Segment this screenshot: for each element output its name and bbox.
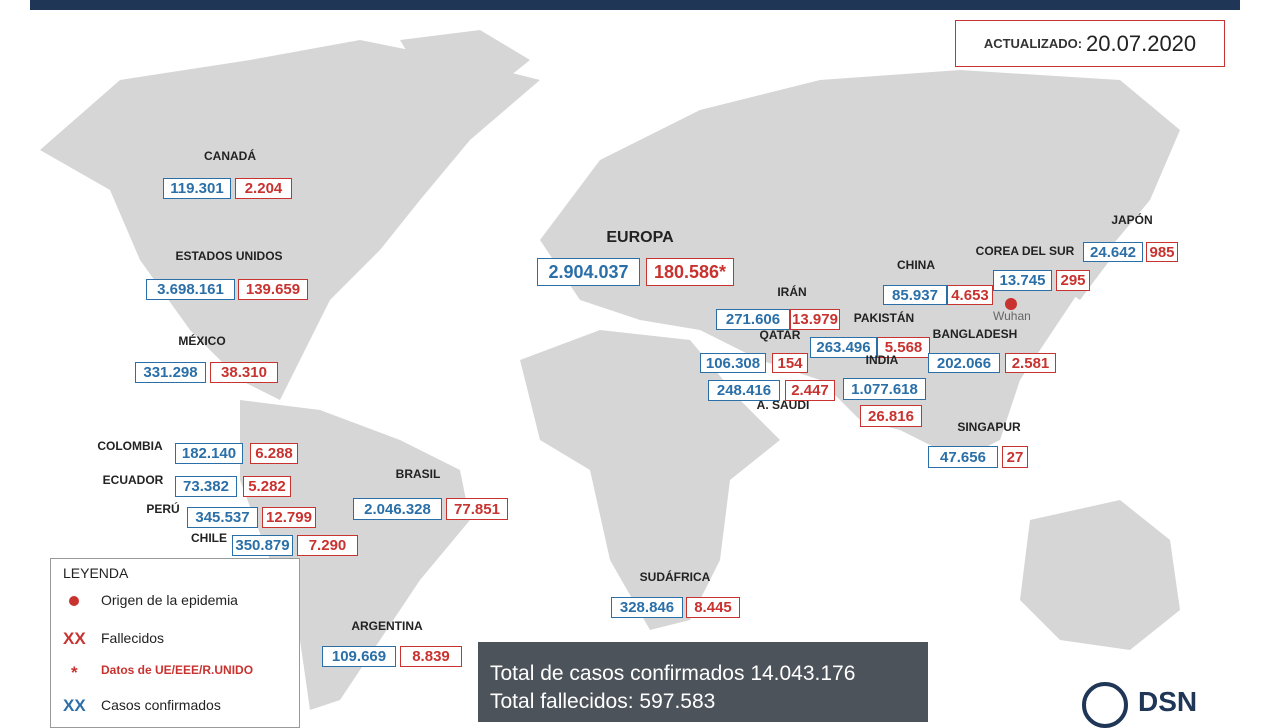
logo-text: DSN [1138,686,1198,717]
country-name: ESTADOS UNIDOS [175,249,283,263]
deaths-box: 26.816 [860,405,922,427]
origin-dot [1005,298,1017,310]
totals-box: Total de casos confirmados 14.043.176 To… [478,642,928,722]
total-deaths-label: Total fallecidos: [490,690,634,713]
deaths-box: 13.979 [790,309,840,330]
country-name: BANGLADESH [932,327,1018,341]
country-name: BRASIL [395,467,441,481]
country-name: PERÚ [146,502,180,516]
date-box: ACTUALIZADO: 20.07.2020 [955,20,1225,67]
country-name: SINGAPUR [957,420,1021,434]
deaths-box: 6.288 [250,443,298,464]
deaths-box: 27 [1002,446,1028,468]
country-name: CHINA [897,258,935,272]
deaths-box: 2.447 [785,380,835,401]
cases-box: 202.066 [928,353,1000,373]
country-name: CHILE [191,531,227,545]
deaths-box: 12.799 [262,507,316,528]
country-name: ARGENTINA [351,619,423,633]
legend-marker: XX [63,696,86,715]
header-bar [30,0,1240,10]
country-name: IRÁN [777,285,807,299]
cases-box: 182.140 [175,443,243,464]
total-cases-label: Total de casos confirmados [490,662,745,685]
cases-box: 350.879 [232,535,293,556]
cases-box: 2.046.328 [353,498,442,520]
cases-box: 248.416 [708,380,780,401]
cases-box: 1.077.618 [843,378,926,400]
deaths-box: 139.659 [238,279,308,300]
legend-marker: XX [63,629,86,648]
deaths-box: 180.586* [646,258,734,286]
country-name: PAKISTÁN [853,311,915,325]
cases-box: 47.656 [928,446,998,468]
deaths-box: 5.568 [877,337,930,358]
updated-label: ACTUALIZADO: [983,36,1083,51]
country-name: MÉXICO [178,334,226,348]
cases-box: 13.745 [993,270,1052,291]
country-name: COREA DEL SUR [975,244,1075,258]
cases-box: 119.301 [163,178,231,199]
deaths-box: 2.581 [1005,353,1056,373]
legend-title: LEYENDA [63,565,129,581]
logo-emblem [1082,682,1128,728]
total-deaths: 597.583 [639,690,716,713]
country-name: SUDÁFRICA [639,570,711,584]
country-name: CANADÁ [204,149,256,163]
cases-box: 3.698.161 [146,279,235,300]
deaths-box: 8.445 [686,597,740,618]
origin-label: Wuhan [993,309,1031,323]
date: 20.07.2020 [1086,30,1197,56]
cases-box: 85.937 [883,285,947,305]
deaths-box: 985 [1146,242,1178,262]
legend-label: Fallecidos [101,630,165,646]
country-name: A. SAUDÍ [756,398,810,412]
cases-box: 73.382 [175,476,237,497]
legend-label: Origen de la epidemia [101,592,238,608]
total-cases: 14.043.176 [750,662,856,685]
legend: LEYENDA Origen de la epidemia XX Falleci… [50,558,300,728]
country-name: JAPÓN [1111,213,1153,227]
cases-box: 345.537 [187,507,258,528]
cases-box: 24.642 [1083,242,1143,262]
deaths-box: 295 [1056,270,1090,291]
deaths-box: 5.282 [243,476,291,497]
deaths-box: 8.839 [400,646,462,667]
deaths-box: 7.290 [297,535,358,556]
country-name: COLOMBIA [97,439,163,453]
legend-label: Casos confirmados [101,697,221,713]
country-name: QATAR [759,328,801,342]
deaths-box: 4.653 [947,285,993,305]
deaths-box: 154 [772,353,808,373]
legend-label: Datos de UE/EEE/R.UNIDO [101,663,254,677]
cases-box: 109.669 [322,646,396,667]
cases-box: 271.606 [716,309,790,330]
country-name: ECUADOR [102,473,164,487]
deaths-box: 77.851 [446,498,508,520]
cases-box: 106.308 [700,353,766,373]
deaths-box: 2.204 [235,178,292,199]
deaths-box: 38.310 [210,362,278,383]
cases-box: 328.846 [611,597,683,618]
cases-box: 2.904.037 [537,258,640,286]
cases-box: 263.496 [810,337,877,358]
legend-marker: * [71,663,78,682]
country-name: INDIA [865,353,899,367]
legend-dot [69,596,79,606]
cases-box: 331.298 [135,362,206,383]
country-name: EUROPA [606,229,674,246]
